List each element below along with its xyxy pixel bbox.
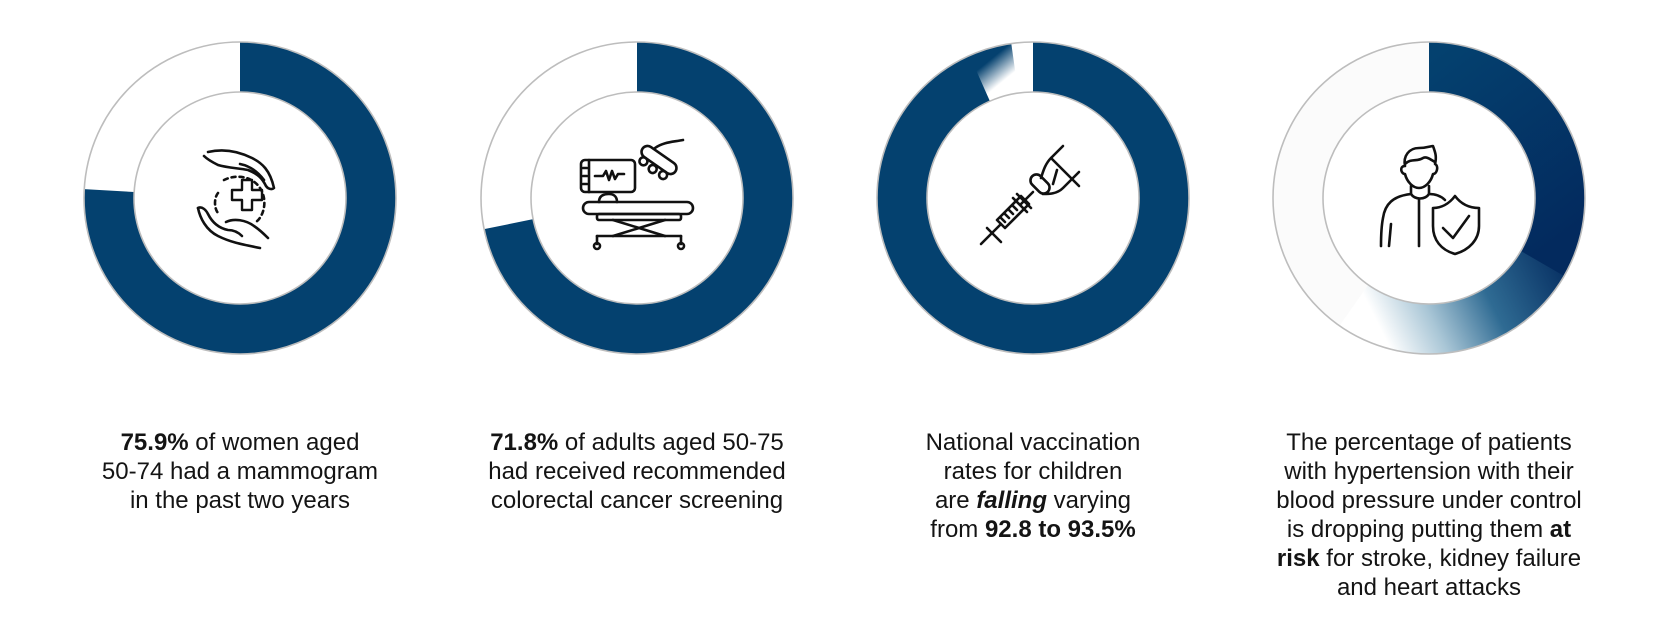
donut-arc-fade	[969, 43, 1020, 102]
donut-arc-fade	[1339, 250, 1565, 354]
donut-chart-mammogram	[82, 40, 398, 356]
caption-hypertension: The percentage of patients with hyperten…	[1276, 429, 1582, 601]
stat-value: 75.9%	[120, 429, 189, 456]
hospital-bed-monitor-icon	[577, 138, 697, 258]
hands-medical-cross-icon	[180, 138, 300, 258]
caption-mammogram: 75.9% of women aged 50-74 had a mammogra…	[101, 429, 379, 514]
emphasis-at: at	[1549, 516, 1572, 543]
donut-arc-value	[1428, 42, 1585, 281]
donut-chart-colorectal	[479, 40, 795, 356]
stat-value: 71.8%	[490, 429, 559, 456]
vaccine-syringe-icon	[973, 138, 1093, 258]
donut-arc-value	[484, 42, 793, 354]
stat-range: 92.8 to 93.5%	[984, 516, 1136, 543]
stat-card-mammogram: 75.9% of women aged 50-74 had a mammogra…	[42, 0, 438, 643]
caption-colorectal: 71.8% of adults aged 50-75 had received …	[488, 429, 786, 514]
caption-vaccination: National vaccination rates for children …	[925, 429, 1141, 543]
donut-chart-vaccination	[875, 40, 1191, 356]
donut-arc-value	[877, 42, 1189, 354]
patient-shield-check-icon	[1369, 138, 1489, 258]
donut-arc-value	[84, 42, 396, 354]
emphasis-falling: falling	[976, 487, 1047, 514]
stat-card-vaccination: National vaccination rates for children …	[835, 0, 1231, 643]
emphasis-risk: risk	[1276, 545, 1320, 572]
donut-chart-hypertension	[1271, 40, 1587, 356]
stat-card-hypertension: The percentage of patients with hyperten…	[1231, 0, 1627, 643]
stat-card-colorectal: 71.8% of adults aged 50-75 had received …	[439, 0, 835, 643]
